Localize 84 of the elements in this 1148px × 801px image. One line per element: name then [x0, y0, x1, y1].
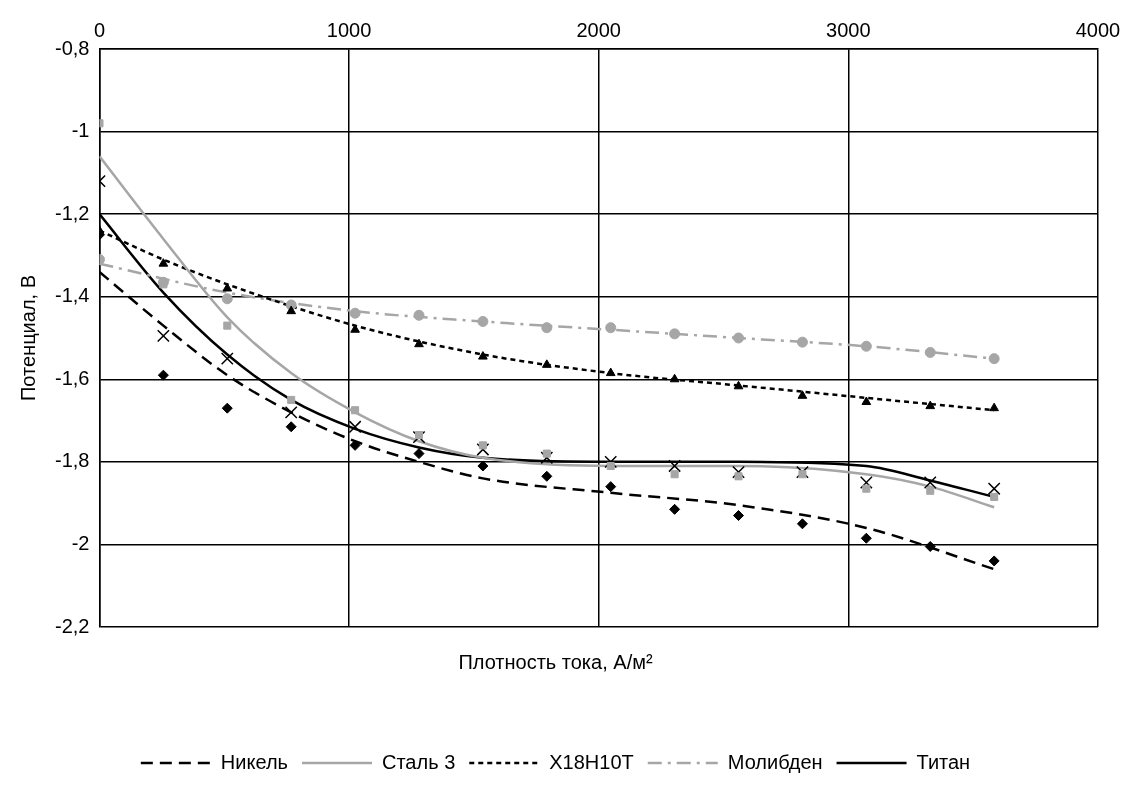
point: [349, 307, 361, 319]
point: [670, 470, 679, 479]
point: [605, 322, 617, 334]
point: [223, 321, 232, 330]
point: [606, 461, 615, 471]
point: [669, 328, 681, 340]
x-tick-label: 0: [93, 18, 106, 41]
point: [860, 532, 872, 544]
x-tick-label: 1000: [326, 18, 372, 41]
point: [989, 402, 999, 412]
y-tick-label: -1,2: [54, 201, 90, 224]
point: [540, 451, 554, 465]
point: [796, 336, 808, 348]
y-tick-label: -0,8: [54, 36, 90, 59]
point: [988, 555, 1000, 567]
x-tick-label: 2000: [576, 18, 621, 41]
point: [668, 459, 682, 473]
point: [413, 448, 425, 460]
point: [351, 406, 360, 415]
point: [733, 510, 745, 522]
point: [476, 443, 490, 456]
point: [220, 352, 234, 366]
point: [990, 492, 999, 501]
y-tick-label: -2,2: [54, 614, 90, 637]
point: [797, 390, 808, 399]
point: [287, 395, 296, 404]
point: [987, 482, 1001, 496]
y-tick-label: -1,4: [54, 284, 90, 307]
point: [284, 405, 298, 419]
point: [733, 332, 745, 344]
point: [542, 449, 551, 458]
point: [414, 338, 424, 348]
y-tick-label: -1,6: [54, 366, 90, 389]
point: [861, 396, 872, 405]
legend-label: Молибден: [727, 750, 823, 773]
y-tick-label: -1: [71, 119, 90, 142]
point: [924, 346, 936, 358]
y-tick-label: -2: [71, 531, 90, 554]
point: [413, 309, 425, 321]
point: [862, 484, 871, 493]
legend-label: Титан: [916, 750, 971, 773]
point: [605, 367, 616, 377]
point: [796, 518, 808, 530]
point: [924, 540, 936, 552]
x-tick-label: 4000: [1075, 18, 1121, 41]
point: [221, 293, 233, 305]
point: [477, 315, 489, 327]
point: [478, 441, 487, 450]
point: [285, 421, 297, 433]
point: [156, 329, 170, 343]
point: [859, 476, 873, 489]
point: [923, 476, 937, 489]
point: [157, 369, 169, 381]
y-axis-title: Потенциал, В: [16, 274, 39, 402]
point: [798, 470, 807, 479]
point: [734, 472, 743, 481]
point: [925, 400, 936, 410]
point: [158, 258, 169, 267]
point: [541, 359, 552, 368]
point: [988, 353, 1000, 365]
y-tick-label: -1,8: [54, 449, 90, 472]
point: [669, 503, 681, 515]
point: [221, 402, 233, 414]
point: [796, 465, 809, 479]
point: [286, 305, 297, 315]
x-axis-title: Плотность тока, А/м²: [458, 650, 653, 673]
point: [541, 470, 553, 482]
legend-label: Никель: [220, 750, 288, 773]
point: [733, 380, 744, 390]
legend-label: Х18Н10Т: [549, 750, 634, 773]
point: [541, 322, 553, 334]
legend-label: Сталь 3: [381, 750, 456, 773]
point: [222, 282, 233, 292]
point: [350, 324, 360, 333]
point: [926, 486, 935, 495]
point: [478, 351, 488, 360]
point: [605, 481, 617, 493]
point: [669, 373, 680, 383]
point: [604, 455, 618, 469]
point: [414, 430, 424, 440]
point: [348, 420, 362, 434]
point: [732, 465, 745, 479]
point: [860, 340, 872, 352]
x-tick-label: 3000: [826, 18, 871, 41]
